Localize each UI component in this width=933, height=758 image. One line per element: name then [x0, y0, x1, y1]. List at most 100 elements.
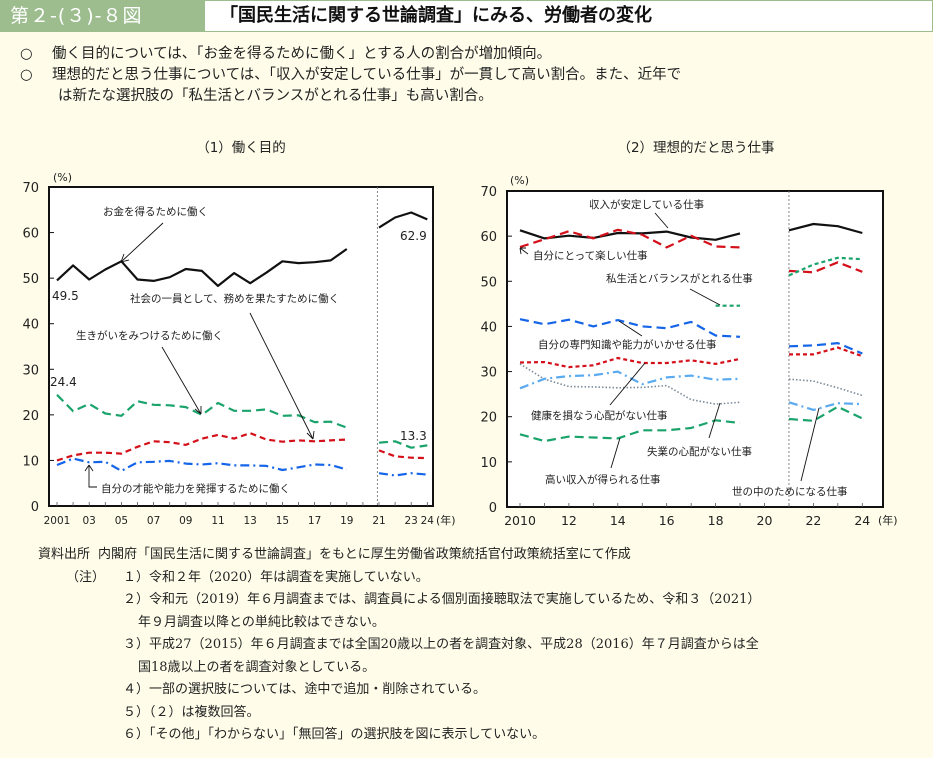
series-label-expertise: 自分の専門知識や能力がいかせる仕事: [538, 338, 717, 351]
annotation-arrow: [800, 407, 820, 482]
figure-title: 「国民生活に関する世論調査」にみる、労働者の変化: [205, 0, 933, 32]
summary-item: ○ 理想的だと思う仕事については、「収入が安定している仕事」が一貫して高い割合。…: [20, 65, 920, 86]
x-tick-label: 07: [147, 515, 160, 527]
data-label-first-black: 49.5: [52, 289, 79, 303]
series-label-job-security: 失業の心配がない仕事: [647, 445, 752, 458]
y-tick-label: 10: [480, 456, 497, 471]
arrow-head-icon: [194, 406, 202, 415]
x-tick-label: 05: [115, 515, 128, 527]
x-tick-label: 2010: [504, 513, 536, 528]
annotation-arrow: [84, 464, 97, 488]
series-label-high-income: 高い収入が得られる仕事: [545, 473, 661, 486]
series-label-talent: 自分の才能や能力を発揮するために働く: [101, 482, 290, 495]
series-line: [378, 472, 428, 477]
arrow-head-icon: [120, 253, 130, 263]
series-line: [378, 449, 428, 460]
series-line: [378, 440, 428, 449]
figure-header: 第２-(３)-８図 「国民生活に関する世論調査」にみる、労働者の変化: [0, 0, 933, 32]
note-item: ３）平成27（2015）年６月調査までは全国20歳以上の者を調査対象、平成28（…: [123, 637, 759, 652]
x-tick-label: 12: [561, 513, 577, 528]
note-item: ５）（２）は複数回答。: [123, 704, 260, 720]
y-tick-label: 0: [489, 501, 497, 516]
charts-canvas: （1）働く目的 (%) 0 10 20 30 40 50 60 70 2001 03 05 07 09…: [22, 140, 897, 528]
x-tick-label: 22: [805, 513, 821, 528]
data-label-first-green: 24.4: [50, 375, 77, 389]
series-line: [519, 363, 741, 405]
plot-frame: [48, 186, 434, 507]
chart-purpose-of-work: （1）働く目的 (%) 0 10 20 30 40 50 60 70 2001 03 05 07 09…: [22, 140, 455, 527]
annotation-arrow: [654, 212, 669, 229]
series-line: [788, 401, 863, 411]
y-tick-label: 0: [31, 500, 39, 515]
y-tick-label: 30: [480, 366, 497, 381]
series-line: [56, 394, 348, 429]
summary-item: ○ 働く目的については、「お金を得るために働く」とする人の割合が増加傾向。: [20, 44, 920, 65]
series-line: [519, 370, 741, 390]
annotation-arrow: [519, 247, 529, 255]
y-tick-label: 30: [22, 363, 39, 378]
series-label-enjoyable: 自分にとって楽しい仕事: [533, 249, 648, 262]
y-tick-label: 20: [22, 409, 39, 424]
y-tick-label: 60: [22, 227, 39, 242]
annotation-arrow: [689, 288, 721, 306]
note-label: （注）: [66, 569, 106, 585]
plot-frame: [506, 190, 884, 508]
note-item: ２）令和元（2019）年６月調査までは、調査員による個別面接聴取法で実施している…: [123, 592, 761, 607]
series-line: [56, 457, 348, 472]
summary: ○ 働く目的については、「お金を得るために働く」とする人の割合が増加傾向。 ○ …: [20, 44, 920, 107]
annotation-arrow: [618, 320, 643, 337]
source-line: 資料出所 内閣府「国民生活に関する世論調査」をもとに厚生労働省政策統括官付政策統…: [38, 544, 760, 567]
summary-text-continued: は新たな選択肢の「私生活とバランスがとれる仕事」も高い割合。: [58, 88, 493, 104]
x-tick-label: 2001: [44, 515, 71, 527]
y-tick-label: 60: [480, 230, 497, 245]
data-label-last-black: 62.9: [400, 229, 427, 243]
series-line: [519, 228, 741, 249]
x-tick-label: 16: [659, 513, 675, 528]
note-item-continued: 年９月調査以降との単純比較はできない。: [138, 614, 385, 630]
annotation-arrow: [609, 362, 646, 406]
circle-bullet-icon: ○: [20, 67, 33, 83]
series-line: [56, 248, 348, 287]
note-item: １）令和２年（2020）年は調査を実施していない。: [123, 569, 429, 585]
chart-title: （1）働く目的: [196, 140, 286, 156]
y-tick-label: 40: [22, 318, 39, 333]
note-item: ６）「その他」「わからない」「無回答」の選択肢を図に表示していない。: [123, 727, 546, 742]
y-axis-unit: (%): [53, 171, 72, 184]
x-tick-label: 24: [854, 513, 870, 528]
x-axis-unit: (年): [436, 513, 456, 527]
figure-number: 第２-(３)-８図: [0, 0, 205, 32]
series-line: [788, 261, 863, 274]
source-text: 内閣府「国民生活に関する世論調査」をもとに厚生労働省政策統括官付政策統括室にて作…: [98, 547, 631, 562]
x-tick-label: 03: [83, 515, 96, 527]
x-tick-label: 20: [757, 513, 773, 528]
y-tick-label: 20: [480, 411, 497, 426]
source-label: 資料出所: [38, 547, 91, 562]
y-tick-label: 10: [22, 454, 39, 469]
series-label-society-benefit: 世の中のためになる仕事: [732, 485, 848, 498]
series-line: [519, 318, 741, 338]
note-item-continued: 国18歳以上の者を調査対象としている。: [138, 659, 376, 675]
notes: 資料出所 内閣府「国民生活に関する世論調査」をもとに厚生労働省政策統括官付政策統…: [38, 544, 760, 747]
chart-title: （2）理想的だと思う仕事: [617, 140, 774, 156]
data-label-last-green: 13.3: [400, 429, 427, 443]
annotation-arrow: [610, 437, 621, 469]
series-line: [519, 419, 741, 443]
summary-text: 働く目的については、「お金を得るために働く」とする人の割合が増加傾向。: [52, 46, 552, 62]
note-item: ４）一部の選択肢については、途中で追加・削除されている。: [123, 682, 486, 697]
y-tick-label: 50: [480, 275, 497, 290]
series-line: [788, 256, 863, 277]
series-label-work-life-balance: 私生活とバランスがとれる仕事: [606, 272, 753, 285]
x-tick-label: 23: [405, 515, 418, 527]
x-tick-label: 21: [372, 515, 385, 527]
y-tick-label: 50: [22, 272, 39, 287]
series-label-stable-income: 収入が安定している仕事: [589, 198, 705, 211]
series-line: [788, 342, 863, 355]
x-tick-label: 24: [421, 515, 435, 527]
annotation-arrow: [120, 222, 164, 263]
series-label-society: 社会の一員として、務めを果たすために働く: [130, 292, 339, 305]
series-line: [788, 222, 863, 235]
series-line: [378, 211, 428, 229]
series-label-meaning: 生きがいをみつけるために働く: [76, 329, 223, 342]
annotation-arrow: [249, 312, 314, 440]
circle-bullet-icon: ○: [20, 46, 33, 62]
